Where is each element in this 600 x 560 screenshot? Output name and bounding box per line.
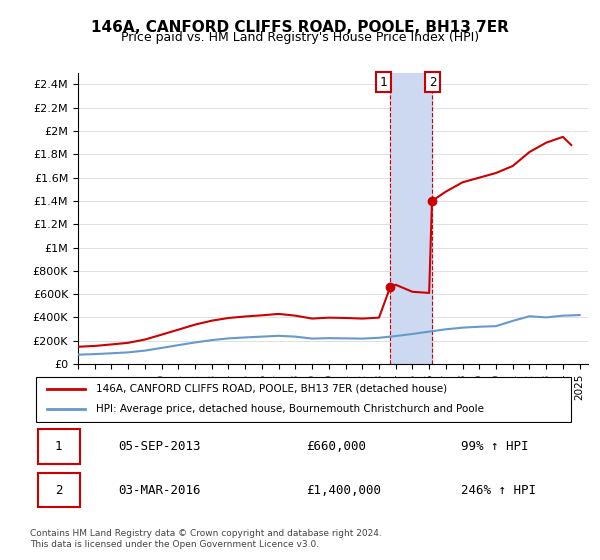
Text: £660,000: £660,000 [306, 440, 366, 453]
Bar [390, 73, 432, 364]
Text: 146A, CANFORD CLIFFS ROAD, POOLE, BH13 7ER (detached house): 146A, CANFORD CLIFFS ROAD, POOLE, BH13 7… [96, 384, 448, 394]
Text: 05-SEP-2013: 05-SEP-2013 [118, 440, 201, 453]
Text: 1: 1 [380, 76, 387, 88]
Text: £1,400,000: £1,400,000 [306, 484, 381, 497]
Text: 99% ↑ HPI: 99% ↑ HPI [461, 440, 528, 453]
FancyBboxPatch shape [35, 377, 571, 422]
FancyBboxPatch shape [38, 430, 80, 464]
Text: 146A, CANFORD CLIFFS ROAD, POOLE, BH13 7ER: 146A, CANFORD CLIFFS ROAD, POOLE, BH13 7… [91, 20, 509, 35]
Text: 1: 1 [55, 440, 62, 453]
Text: Price paid vs. HM Land Registry's House Price Index (HPI): Price paid vs. HM Land Registry's House … [121, 31, 479, 44]
FancyBboxPatch shape [38, 473, 80, 507]
Text: HPI: Average price, detached house, Bournemouth Christchurch and Poole: HPI: Average price, detached house, Bour… [96, 404, 484, 414]
Text: 2: 2 [55, 484, 62, 497]
Text: Contains HM Land Registry data © Crown copyright and database right 2024.
This d: Contains HM Land Registry data © Crown c… [30, 529, 382, 549]
Text: 246% ↑ HPI: 246% ↑ HPI [461, 484, 536, 497]
Text: 2: 2 [429, 76, 437, 88]
Text: 03-MAR-2016: 03-MAR-2016 [118, 484, 201, 497]
